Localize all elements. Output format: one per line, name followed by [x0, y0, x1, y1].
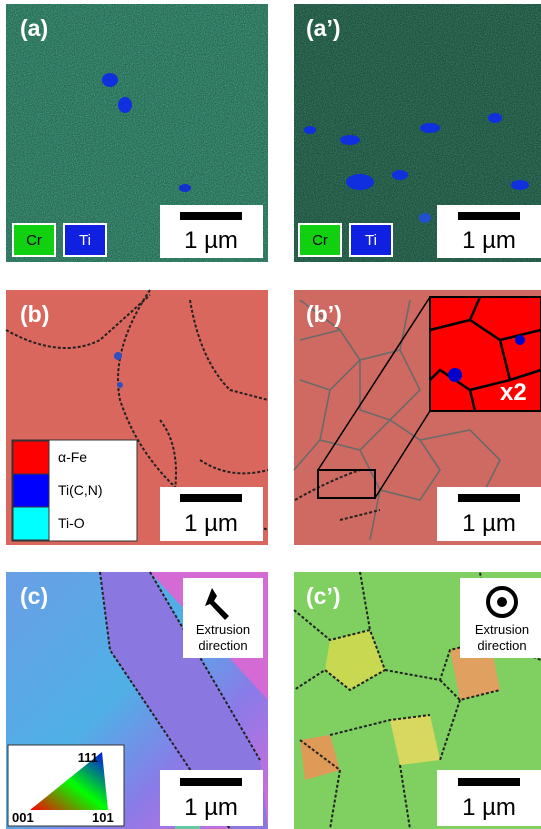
panel-label: (c’) [306, 583, 341, 609]
legend-text: Cr [26, 232, 42, 249]
scale-bar [458, 212, 520, 220]
panel-a-prime: (a’) Cr Ti 1 µm [294, 4, 541, 262]
scale-text: 1 µm [184, 510, 238, 537]
panel-b-prime: x2 (b’) 1 µm [294, 290, 541, 545]
panel-label: (a) [20, 15, 48, 41]
scale-text: 1 µm [462, 510, 516, 537]
scale-text: 1 µm [462, 794, 516, 821]
panel-c: (c) Extrusion direction 111 001 101 1 µm [6, 572, 268, 829]
legend-text: Ti [365, 232, 377, 249]
scale-bar [180, 212, 242, 220]
panel-b: (b) α-Fe Ti(C,N) Ti-O 1 µm [6, 290, 268, 545]
legend-text: α-Fe [58, 449, 87, 465]
direction-text: direction [477, 638, 526, 653]
scale-text: 1 µm [462, 227, 516, 254]
ipf-label: 001 [12, 810, 34, 825]
legend-text: Ti(C,N) [58, 482, 103, 498]
scale-bar [458, 778, 520, 786]
ipf-label: 101 [92, 810, 114, 825]
ipf-label: 111 [78, 750, 98, 765]
figure: (a) Cr Ti 1 µm (a’) Cr Ti 1 µm (b) α-Fe … [0, 0, 541, 829]
direction-text: Extrusion [196, 622, 250, 637]
legend-swatch [13, 441, 49, 474]
direction-text: direction [198, 638, 247, 653]
panel-label: (c) [20, 583, 48, 609]
legend-text: Cr [312, 232, 328, 249]
panel-label: (a’) [306, 15, 341, 41]
scale-bar [180, 778, 242, 786]
legend-swatch [13, 474, 49, 507]
legend-text: Ti [79, 232, 91, 249]
scale-bar [458, 494, 520, 502]
legend-swatch [13, 507, 49, 540]
panel-a: (a) Cr Ti 1 µm [6, 4, 268, 262]
scale-bar [180, 494, 242, 502]
scale-text: 1 µm [184, 227, 238, 254]
direction-text: Extrusion [475, 622, 529, 637]
legend-text: Ti-O [58, 515, 85, 531]
inset-label: x2 [500, 379, 527, 406]
panel-label: (b’) [306, 301, 342, 327]
panel-label: (b) [20, 301, 49, 327]
panel-c-prime: (c’) Extrusion direction 1 µm [294, 572, 541, 829]
scale-text: 1 µm [184, 794, 238, 821]
